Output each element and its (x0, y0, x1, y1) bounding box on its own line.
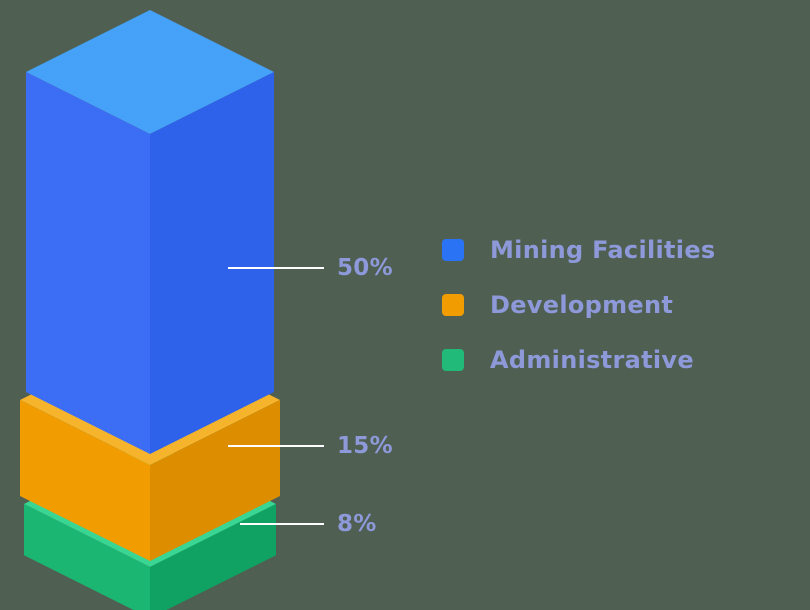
legend-swatch-administrative-icon (442, 349, 464, 371)
legend-item-development: Development (442, 290, 716, 320)
legend-item-administrative: Administrative (442, 345, 716, 375)
legend-label-mining: Mining Facilities (490, 236, 716, 264)
legend-label-administrative: Administrative (490, 346, 694, 374)
leader-line-administrative (240, 523, 324, 525)
leader-line-development (228, 445, 324, 447)
value-label-mining: 50% (337, 255, 393, 281)
legend: Mining Facilities Development Administra… (442, 235, 716, 375)
legend-swatch-mining-icon (442, 239, 464, 261)
callout-administrative: 8% (240, 509, 377, 539)
legend-item-mining-facilities: Mining Facilities (442, 235, 716, 265)
callout-development: 15% (228, 431, 393, 461)
value-label-administrative: 8% (337, 511, 377, 537)
stacked-bar-3d (20, 10, 280, 610)
legend-label-development: Development (490, 291, 674, 319)
value-label-development: 15% (337, 433, 393, 459)
leader-line-mining (228, 267, 324, 269)
callout-mining-facilities: 50% (228, 253, 393, 283)
legend-swatch-development-icon (442, 294, 464, 316)
